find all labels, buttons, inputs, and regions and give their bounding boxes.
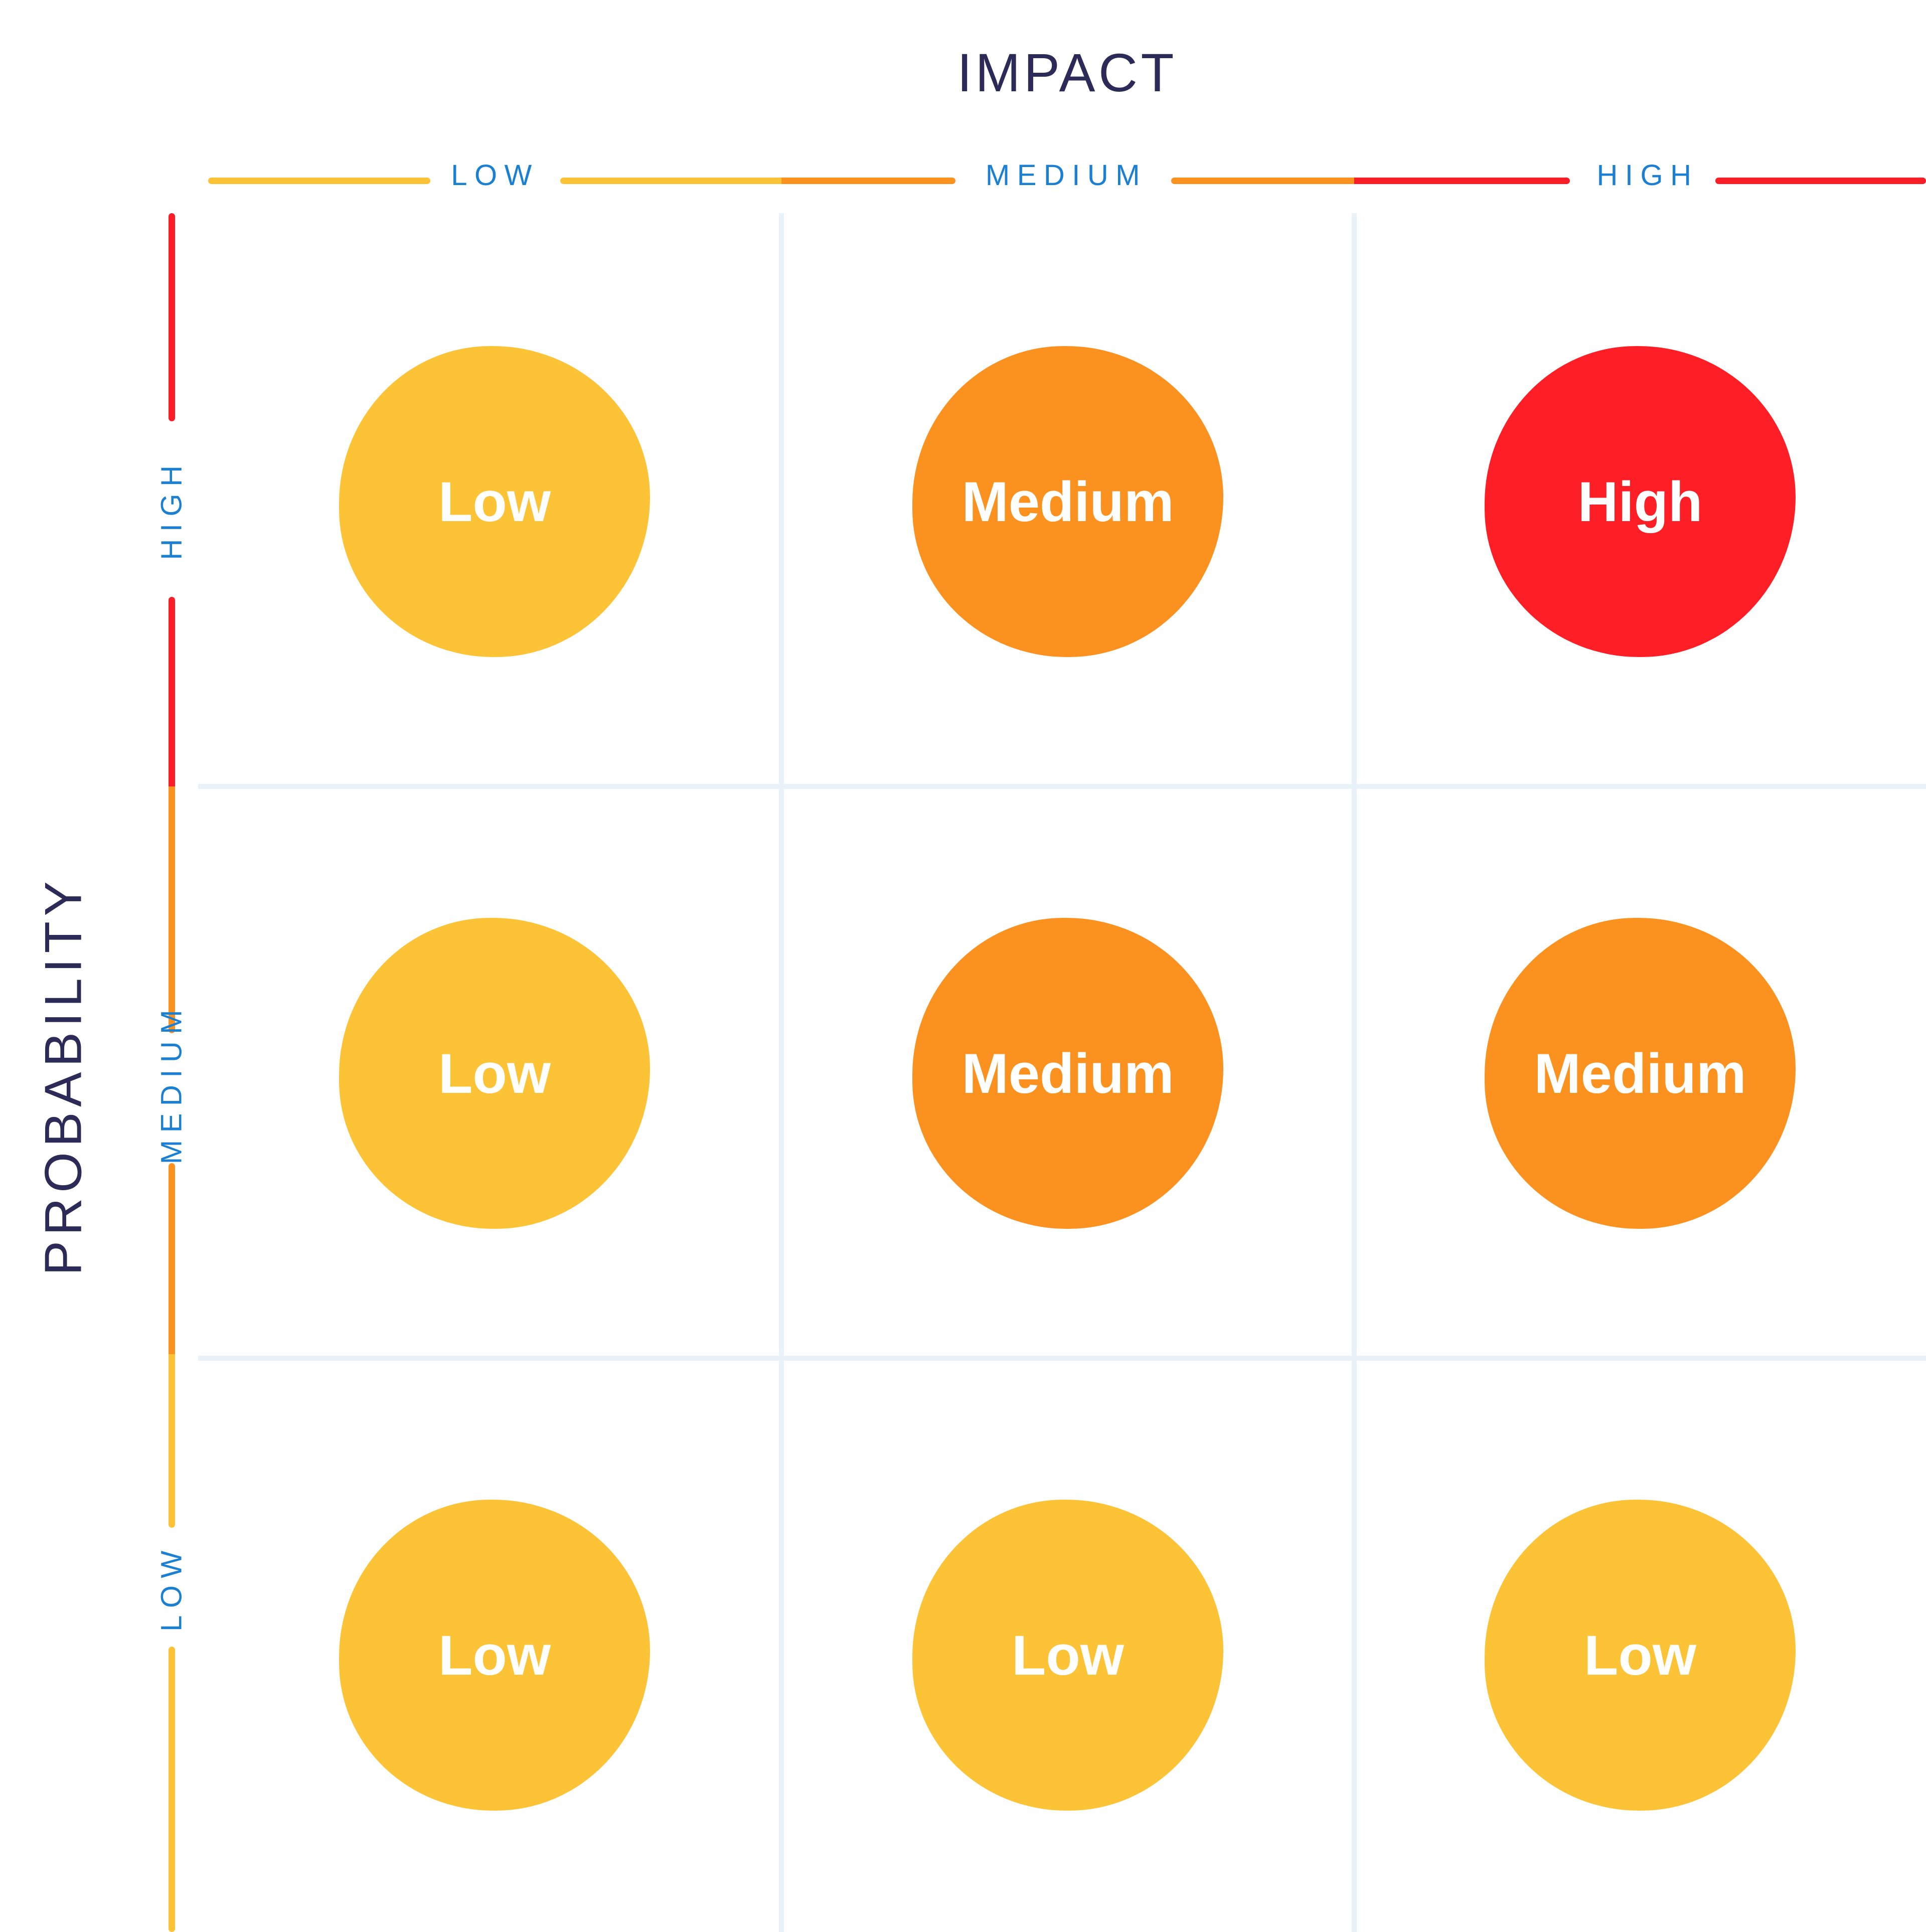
impact-tick-high: HIGH xyxy=(1596,159,1699,192)
impact-axis-title: IMPACT xyxy=(957,42,1177,103)
risk-cell-low-probability-medium-impact: Low xyxy=(912,1500,1223,1811)
grid-vertical-line-1 xyxy=(779,213,784,1932)
risk-cell-high-probability-medium-impact: Medium xyxy=(912,346,1223,657)
probability-axis-line-segment-3 xyxy=(169,1163,175,1528)
impact-tick-medium: MEDIUM xyxy=(985,159,1148,192)
grid-horizontal-line-2 xyxy=(198,1356,1926,1361)
risk-cell-high-probability-high-impact: High xyxy=(1485,346,1796,657)
risk-cell-high-probability-low-impact: Low xyxy=(339,346,650,657)
probability-axis-line-segment-1 xyxy=(169,213,175,421)
impact-axis-line-segment-2 xyxy=(560,178,955,184)
impact-tick-low: LOW xyxy=(451,159,539,192)
probability-axis-line-segment-2 xyxy=(169,597,175,1033)
impact-axis-line-segment-1 xyxy=(208,178,430,184)
grid-vertical-line-2 xyxy=(1352,213,1357,1932)
impact-axis-line-segment-4 xyxy=(1715,178,1926,184)
risk-cell-low-probability-low-impact: Low xyxy=(339,1500,650,1811)
risk-cell-medium-probability-medium-impact: Medium xyxy=(912,918,1223,1229)
probability-tick-high: HIGH xyxy=(155,458,188,560)
risk-cell-low-probability-high-impact: Low xyxy=(1485,1500,1796,1811)
probability-tick-medium: MEDIUM xyxy=(155,1002,188,1165)
probability-axis-line-segment-4 xyxy=(169,1647,175,1932)
risk-cell-medium-probability-high-impact: Medium xyxy=(1485,918,1796,1229)
grid-horizontal-line-1 xyxy=(198,784,1926,789)
probability-axis-title: PROBABILITY xyxy=(34,876,93,1276)
risk-cell-medium-probability-low-impact: Low xyxy=(339,918,650,1229)
impact-axis-line-segment-3 xyxy=(1171,178,1570,184)
probability-tick-low: LOW xyxy=(155,1543,188,1632)
